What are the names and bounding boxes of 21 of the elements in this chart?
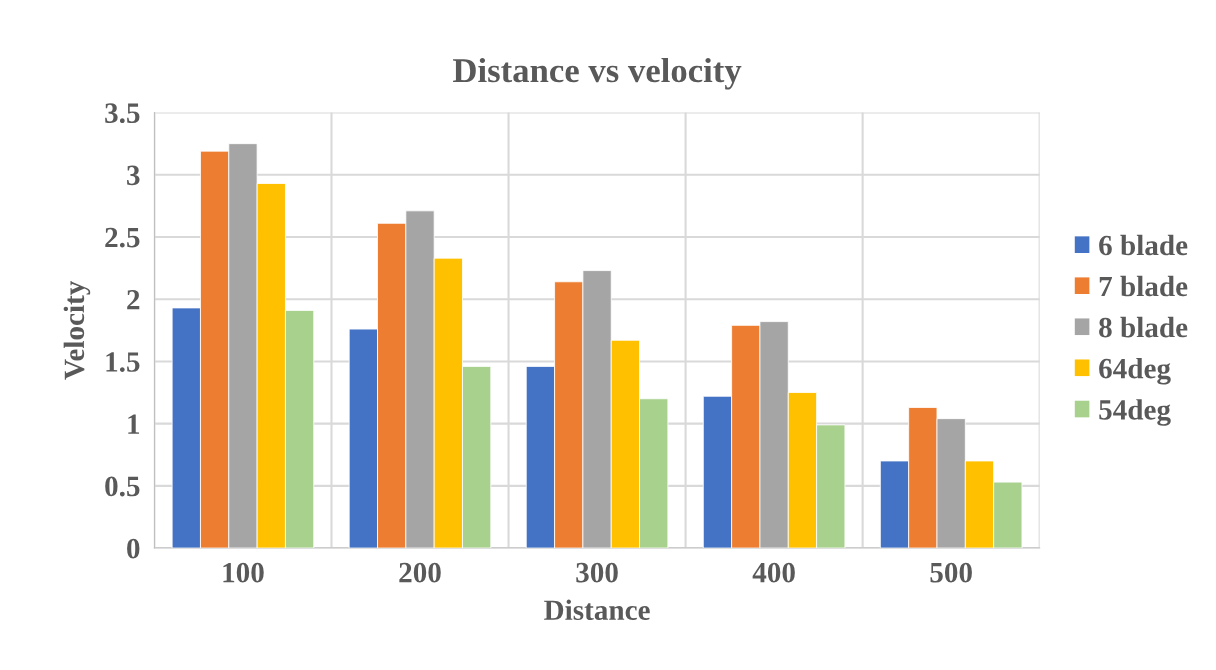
y-tick-label: 0.5 xyxy=(105,476,140,497)
chart-title: Distance vs velocity xyxy=(453,57,742,90)
x-tick-label: 300 xyxy=(576,562,618,583)
x-tick-label: 500 xyxy=(930,562,972,583)
y-tick-label: 3.5 xyxy=(105,103,140,124)
x-tick-label: 400 xyxy=(752,562,795,583)
legend-label: 54deg xyxy=(1099,399,1171,426)
x-tick-label: 200 xyxy=(399,562,441,583)
legend-label: 64deg xyxy=(1099,357,1171,385)
y-tick-label: 0 xyxy=(127,538,140,559)
y-tick-label: 1.5 xyxy=(106,352,140,372)
y-tick-label: 3 xyxy=(127,165,140,186)
y-axis-title: Velocity xyxy=(63,280,91,380)
legend-label: 7 blade xyxy=(1099,275,1188,297)
x-tick-label: 100 xyxy=(223,562,264,583)
y-tick-label: 2 xyxy=(127,290,140,310)
legend-label: 6 blade xyxy=(1099,234,1188,256)
y-tick-label: 2.5 xyxy=(105,227,140,248)
x-axis-title: Distance xyxy=(544,599,650,621)
legend-label: 8 blade xyxy=(1099,316,1188,338)
y-tick-label: 1 xyxy=(128,414,140,434)
